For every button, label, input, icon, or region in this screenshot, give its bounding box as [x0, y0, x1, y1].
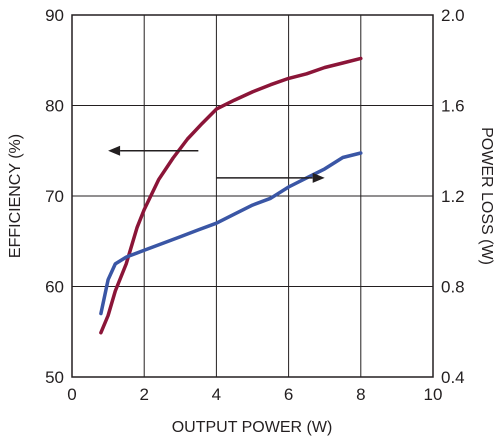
x-tick-label: 4	[212, 385, 221, 404]
power-loss-line	[99, 151, 363, 316]
x-tick-label: 0	[67, 385, 76, 404]
plot-frame	[71, 14, 434, 378]
y-left-tick-label: 90	[45, 6, 64, 25]
tick-labels: 0 2 4 6 8 10 50 60 70 80 90 0.4 0.8 1.2 1.6 2.0	[45, 6, 465, 404]
y-left-tick-label: 80	[45, 97, 64, 116]
left-axis-arrow	[108, 145, 199, 156]
x-axis-label: OUTPUT POWER (W)	[172, 419, 333, 436]
y-right-tick-label: 0.8	[441, 278, 465, 297]
y-left-tick-label: 50	[45, 368, 64, 387]
y-left-tick-label: 60	[45, 278, 64, 297]
grid-lines	[72, 15, 433, 377]
x-tick-label: 10	[424, 385, 443, 404]
y-axis-right-label: POWER LOSS (W)	[478, 127, 495, 265]
y-right-tick-label: 1.2	[441, 187, 465, 206]
y-right-tick-label: 1.6	[441, 97, 465, 116]
y-left-tick-label: 70	[45, 187, 64, 206]
y-right-tick-label: 0.4	[441, 368, 465, 387]
series-group	[99, 56, 363, 335]
right-axis-arrow	[216, 172, 325, 183]
x-tick-label: 8	[356, 385, 365, 404]
y-axis-left-label: EFFICIENCY (%)	[7, 134, 24, 258]
x-tick-label: 2	[139, 385, 148, 404]
x-tick-label: 6	[284, 385, 293, 404]
y-right-tick-label: 2.0	[441, 6, 465, 25]
efficiency-line	[99, 56, 363, 335]
annotation-arrows	[108, 145, 325, 183]
